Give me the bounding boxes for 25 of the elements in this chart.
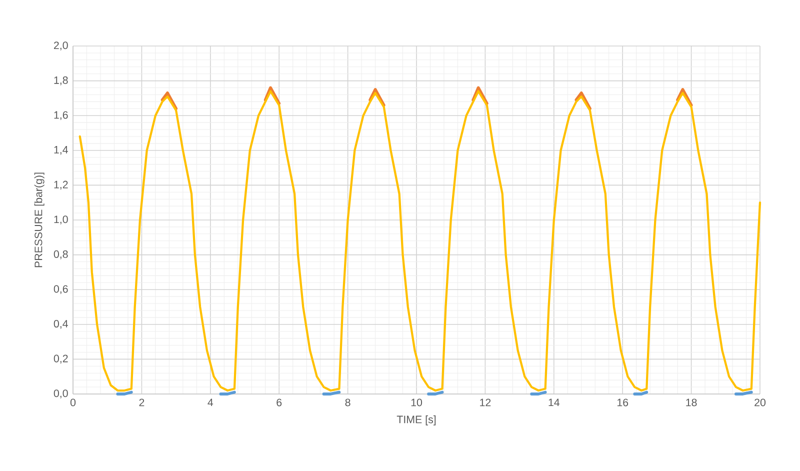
y-tick-label: 0,0: [54, 390, 68, 398]
x-tick-label: 2: [139, 398, 144, 406]
x-tick-label: 18: [686, 398, 697, 406]
y-tick-label: 0,6: [54, 285, 68, 294]
y-tick-label: 1,2: [54, 180, 68, 190]
x-tick-label: 20: [754, 398, 766, 406]
x-tick-label: 8: [345, 398, 350, 406]
x-tick-label: 10: [411, 398, 422, 406]
y-tick-label: 0,8: [54, 250, 68, 260]
x-tick-label: 0: [70, 398, 76, 406]
x-tick-label: 14: [548, 398, 560, 406]
y-tick-label: 0,4: [54, 320, 68, 329]
x-tick-label: 6: [276, 398, 282, 406]
line-series: [78, 90, 762, 392]
y-tick-label: 2,0: [54, 42, 68, 50]
x-axis-title: TIME [s]: [396, 415, 436, 426]
y-tick-label: 1,4: [54, 146, 68, 155]
y-tick-label: 1,8: [54, 76, 68, 86]
x-tick-label: 12: [480, 398, 491, 406]
x-tick-label: 4: [208, 398, 214, 406]
y-tick-label: 1,6: [54, 111, 68, 120]
y-tick-label: 1,0: [54, 216, 68, 224]
y-tick-label: 0,2: [54, 354, 68, 364]
y-axis-title: PRESSURE [bar(g)]: [34, 172, 44, 268]
x-tick-label: 16: [617, 398, 628, 406]
